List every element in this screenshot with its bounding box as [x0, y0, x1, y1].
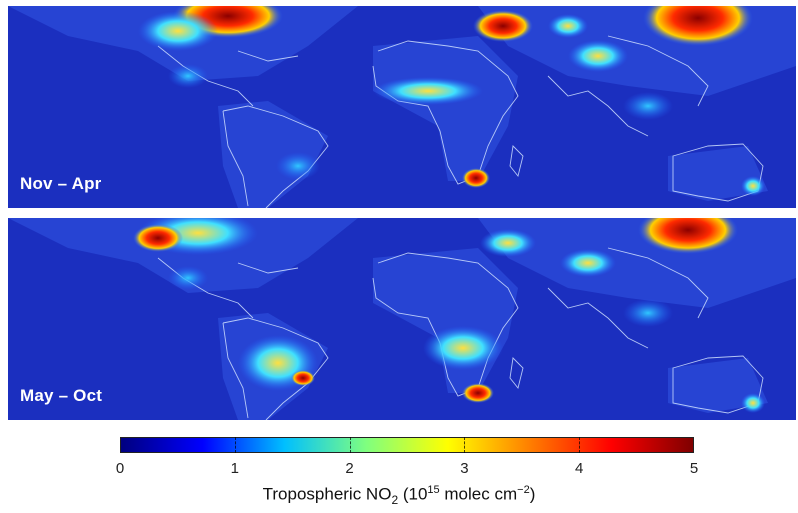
no2-hotspots	[138, 6, 765, 196]
season-label-nov-apr: Nov – Apr	[20, 174, 102, 193]
colorbar-tick-mark	[234, 437, 237, 453]
colorbar-tick-label: 5	[689, 460, 699, 477]
colorbar-tick-mark	[464, 437, 466, 453]
map-may-oct	[8, 218, 796, 420]
colorbar-tick-label: 3	[460, 460, 469, 477]
colorbar-tick-mark	[579, 437, 581, 453]
coastlines	[157, 35, 764, 208]
map-panel-may-oct: May – Oct	[8, 218, 796, 420]
map-nov-apr	[8, 6, 796, 208]
season-label-may-oct: May – Oct	[20, 386, 103, 405]
colorbar-tick-label: 2	[345, 460, 354, 477]
colorbar-tick-label: 0	[115, 460, 125, 477]
map-panel-nov-apr: Nov – Apr	[8, 6, 796, 208]
colorbar-tick-label: 1	[230, 460, 239, 477]
colorbar-title: Tropospheric NO2 (1015 molec cm−2)	[262, 484, 536, 508]
no2-hotspots	[133, 218, 765, 413]
colorbar-tick-label: 4	[575, 460, 584, 477]
colorbar-tick-mark	[349, 437, 352, 453]
colorbar	[120, 437, 694, 453]
